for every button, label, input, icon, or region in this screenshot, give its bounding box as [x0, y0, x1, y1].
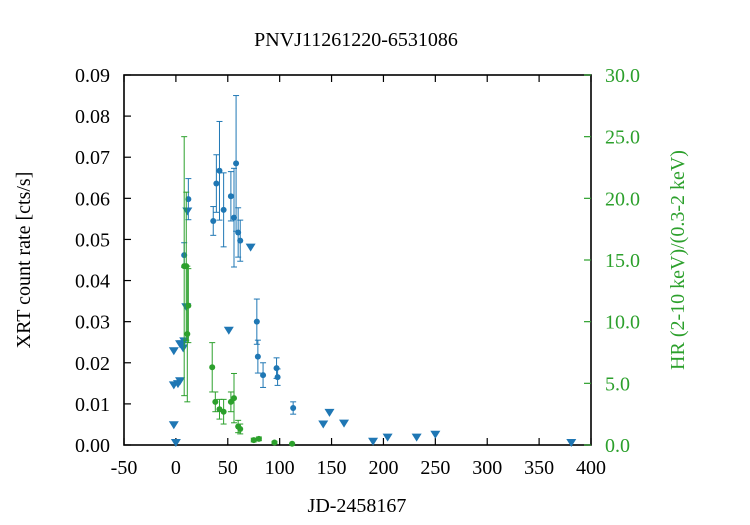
chart-title: PNVJ11261220-6531086 [254, 29, 458, 51]
plot-area [123, 74, 592, 446]
y2-tick-label: 25.0 [605, 127, 640, 149]
x-axis: -50 0 50 100 150 200 250 300 350 400 [111, 75, 606, 479]
upper-limit-marker [168, 347, 179, 356]
upper-limit-marker [223, 326, 234, 335]
upper-limit-marker [245, 243, 256, 252]
hr-point [212, 398, 219, 405]
rate-point [254, 353, 261, 360]
upper-limit-marker [430, 430, 441, 439]
y-tick-label: 0.03 [75, 312, 110, 334]
rate-point [290, 405, 297, 411]
y2-tick-label: 0.0 [605, 435, 630, 457]
y-axis-label: XRT count rate [cts/s] [13, 172, 35, 349]
plot-frame [123, 74, 592, 446]
y-tick-label: 0.07 [75, 147, 110, 169]
upper-limit-marker [178, 344, 189, 353]
hr-point [250, 437, 257, 444]
upper-limit-marker [411, 433, 422, 442]
rate-point [273, 365, 280, 372]
y-tick-label: 0.02 [75, 353, 110, 375]
hr-point [237, 425, 244, 432]
rate-point [231, 214, 238, 221]
hr-point [271, 439, 278, 446]
x-tick-label: 300 [472, 457, 502, 479]
rate-point [210, 217, 217, 224]
x-tick-label: 50 [218, 457, 238, 479]
upper-limit-marker [168, 421, 179, 430]
hr-point [220, 408, 227, 415]
hr-point [209, 364, 216, 371]
upper-limit-marker [339, 419, 350, 428]
hr-point [184, 331, 191, 337]
y2-tick-label: 15.0 [605, 250, 640, 272]
upper-limit-marker [368, 437, 379, 446]
rate-point [220, 206, 227, 213]
y-axis-left: 0.00 0.01 0.02 0.03 0.04 0.05 0.06 0.07 0.08 0.09 [75, 65, 131, 457]
y2-tick-label: 10.0 [605, 312, 640, 334]
x-tick-label: 400 [576, 457, 606, 479]
y-tick-label: 0.08 [75, 106, 110, 128]
upper-limit-marker [318, 420, 329, 429]
x-tick-label: 0 [171, 457, 181, 479]
upper-limit-marker [566, 438, 577, 447]
rate-point [185, 196, 192, 203]
y-tick-label: 0.01 [75, 394, 110, 416]
upper-limit-marker [182, 207, 193, 216]
rate-point [237, 237, 244, 244]
y-tick-label: 0.09 [75, 65, 110, 87]
hr-point [289, 440, 296, 447]
upper-limit-marker [324, 408, 335, 417]
hr-point [255, 435, 262, 442]
y2-axis-label: HR (2-10 keV)/(0.3-2 keV) [667, 150, 689, 370]
y-axis-right: 0.0 5.0 10.0 15.0 20.0 25.0 30.0 [584, 65, 640, 457]
rate-point [235, 229, 242, 236]
hr-point [231, 395, 238, 402]
upper-limit-marker [170, 438, 181, 447]
x-tick-label: 100 [265, 457, 295, 479]
rate-point [213, 180, 220, 187]
x-tick-label: 250 [420, 457, 450, 479]
y-tick-label: 0.00 [75, 435, 110, 457]
rate-point [233, 160, 240, 167]
upper-limit-marker [175, 377, 186, 386]
upper-limit-marker [382, 433, 393, 442]
x-tick-label: -50 [111, 457, 138, 479]
y-tick-label: 0.06 [75, 188, 110, 210]
y2-tick-label: 5.0 [605, 373, 630, 395]
rate-point [216, 167, 223, 174]
data-marks [168, 95, 577, 447]
y-tick-label: 0.04 [75, 271, 110, 293]
x-axis-label: JD-2458167 [308, 495, 407, 517]
rate-point [227, 193, 234, 200]
y2-tick-label: 20.0 [605, 188, 640, 210]
x-tick-label: 150 [317, 457, 347, 479]
rate-point [274, 374, 281, 381]
rate-point [253, 318, 260, 325]
x-tick-label: 350 [524, 457, 554, 479]
rate-point [260, 372, 267, 379]
x-tick-label: 200 [368, 457, 398, 479]
y-tick-label: 0.05 [75, 229, 110, 251]
hr-point [185, 302, 192, 309]
y2-tick-label: 30.0 [605, 65, 640, 87]
